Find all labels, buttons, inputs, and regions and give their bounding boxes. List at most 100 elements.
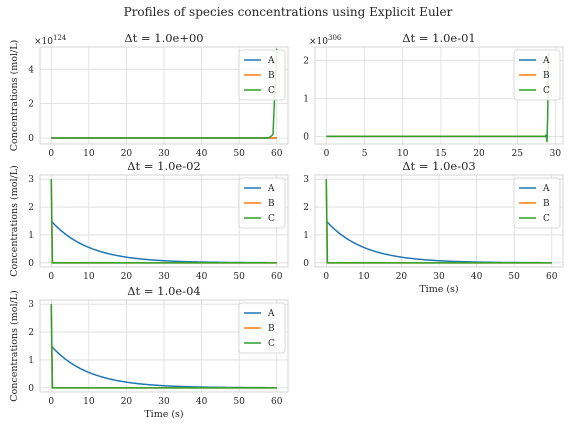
series-c-line (50, 179, 277, 264)
y-tick-label: 0 (28, 134, 34, 144)
legend-label-c: C (268, 214, 275, 224)
y-tick-label: 4 (28, 65, 34, 75)
x-tick-label: 40 (196, 149, 208, 159)
x-tick-label: 0 (48, 272, 54, 282)
legend-label-b: B (543, 199, 550, 209)
legend: ABC (238, 49, 286, 101)
y-tick-label: 2 (303, 56, 309, 66)
legend-label-c: C (268, 339, 275, 349)
x-axis-label: Time (s) (419, 284, 458, 295)
x-tick-label: 20 (121, 397, 133, 407)
x-tick-label: 10 (83, 272, 95, 282)
legend-label-b: B (268, 71, 275, 81)
y-axis-label: Concentrations (mol/L) (9, 290, 20, 401)
y-tick-label: 0 (303, 132, 309, 142)
series-c-line (50, 304, 277, 389)
x-tick-label: 20 (121, 149, 133, 159)
series-lines (326, 52, 550, 143)
x-tick-label: 50 (508, 272, 520, 282)
x-tick-label: 15 (435, 149, 447, 159)
series-c-line (51, 48, 278, 139)
x-tick-label: 0 (48, 149, 54, 159)
y-tick-label: 0 (303, 259, 309, 269)
x-tick-label: 50 (233, 397, 245, 407)
y-tick-label: 0 (28, 384, 34, 394)
y-tick-label: 1 (28, 356, 34, 366)
legend: ABC (513, 49, 561, 101)
y-tick-label: 2 (28, 100, 34, 110)
x-tick-label: 20 (396, 272, 408, 282)
x-tick-label: 40 (196, 397, 208, 407)
x-tick-label: 25 (511, 149, 523, 159)
legend: ABC (238, 177, 286, 229)
legend-label-a: A (542, 56, 550, 66)
y-tick-label: 3 (28, 175, 34, 185)
x-tick-label: 50 (233, 149, 245, 159)
y-tick-label: 2 (28, 203, 34, 213)
legend-box (238, 302, 286, 354)
y-tick-label: 1 (303, 231, 309, 241)
subplot-title: Δt = 1.0e-03 (402, 159, 476, 173)
x-tick-label: 30 (158, 149, 170, 159)
figure-title: Profiles of species concentrations using… (124, 5, 453, 19)
y-axis-multiplier: ×10124 (34, 34, 67, 47)
x-tick-label: 0 (324, 149, 330, 159)
plot-frame (39, 46, 289, 145)
y-tick-label: 2 (303, 203, 309, 213)
subplot-5: 0 10 20 30 40 50 60 0 1 2 3 Δt = 1.0e-04 Time (s) Con… (9, 284, 289, 420)
subplot-title: Δt = 1.0e+00 (124, 31, 203, 45)
y-tick-label: 1 (28, 231, 34, 241)
x-tick-label: 5 (362, 149, 368, 159)
x-tick-label: 10 (358, 272, 370, 282)
legend-label-c: C (543, 214, 550, 224)
legend-label-a: A (267, 309, 275, 319)
x-tick-label: 0 (48, 397, 54, 407)
series-lines (51, 48, 278, 139)
x-tick-label: 20 (121, 272, 133, 282)
y-tick-label: 2 (28, 328, 34, 338)
x-tick-label: 10 (83, 397, 95, 407)
subplot-3: 0 10 20 30 40 50 60 0 1 2 3 Δt = 1.0e-02 Concentrati… (9, 159, 289, 282)
y-tick-label: 3 (28, 300, 34, 310)
legend-box (238, 49, 286, 101)
legend-label-b: B (268, 199, 275, 209)
y-tick-label: 1 (303, 94, 309, 104)
x-tick-label: 60 (271, 397, 283, 407)
plot-frame (314, 46, 564, 145)
legend-box (513, 49, 561, 101)
x-tick-label: 50 (233, 272, 245, 282)
y-axis-label: Concentrations (mol/L) (9, 40, 20, 151)
x-tick-label: 40 (471, 272, 483, 282)
x-tick-label: 30 (158, 397, 170, 407)
subplot-1: 0 10 20 30 40 50 60 0 2 4 ×10124 Δt = 1.0e+00 Concen… (9, 31, 289, 159)
x-tick-label: 10 (83, 149, 95, 159)
y-axis-label: Concentrations (mol/L) (9, 165, 20, 276)
legend-label-c: C (543, 86, 550, 96)
plot-frame (39, 299, 289, 393)
x-tick-label: 10 (397, 149, 409, 159)
x-tick-label: 30 (158, 272, 170, 282)
legend-label-b: B (543, 71, 550, 81)
x-tick-label: 40 (196, 272, 208, 282)
x-tick-label: 30 (433, 272, 445, 282)
y-axis-multiplier: ×10306 (309, 34, 342, 47)
legend-box (238, 177, 286, 229)
legend-label-a: A (542, 184, 550, 194)
y-tick-label: 3 (303, 175, 309, 185)
legend-label-b: B (268, 324, 275, 334)
x-tick-label: 30 (550, 149, 562, 159)
x-tick-label: 20 (473, 149, 485, 159)
x-tick-label: 60 (546, 272, 558, 282)
plot-frame (314, 174, 564, 268)
subplot-title: Δt = 1.0e-01 (402, 31, 476, 45)
legend: ABC (238, 302, 286, 354)
legend-label-c: C (268, 86, 275, 96)
plot-frame (39, 174, 289, 268)
subplot-title: Δt = 1.0e-02 (127, 159, 201, 173)
y-tick-label: 0 (28, 259, 34, 269)
legend: ABC (513, 177, 561, 229)
x-tick-label: 0 (323, 272, 329, 282)
series-c-line (325, 179, 552, 264)
